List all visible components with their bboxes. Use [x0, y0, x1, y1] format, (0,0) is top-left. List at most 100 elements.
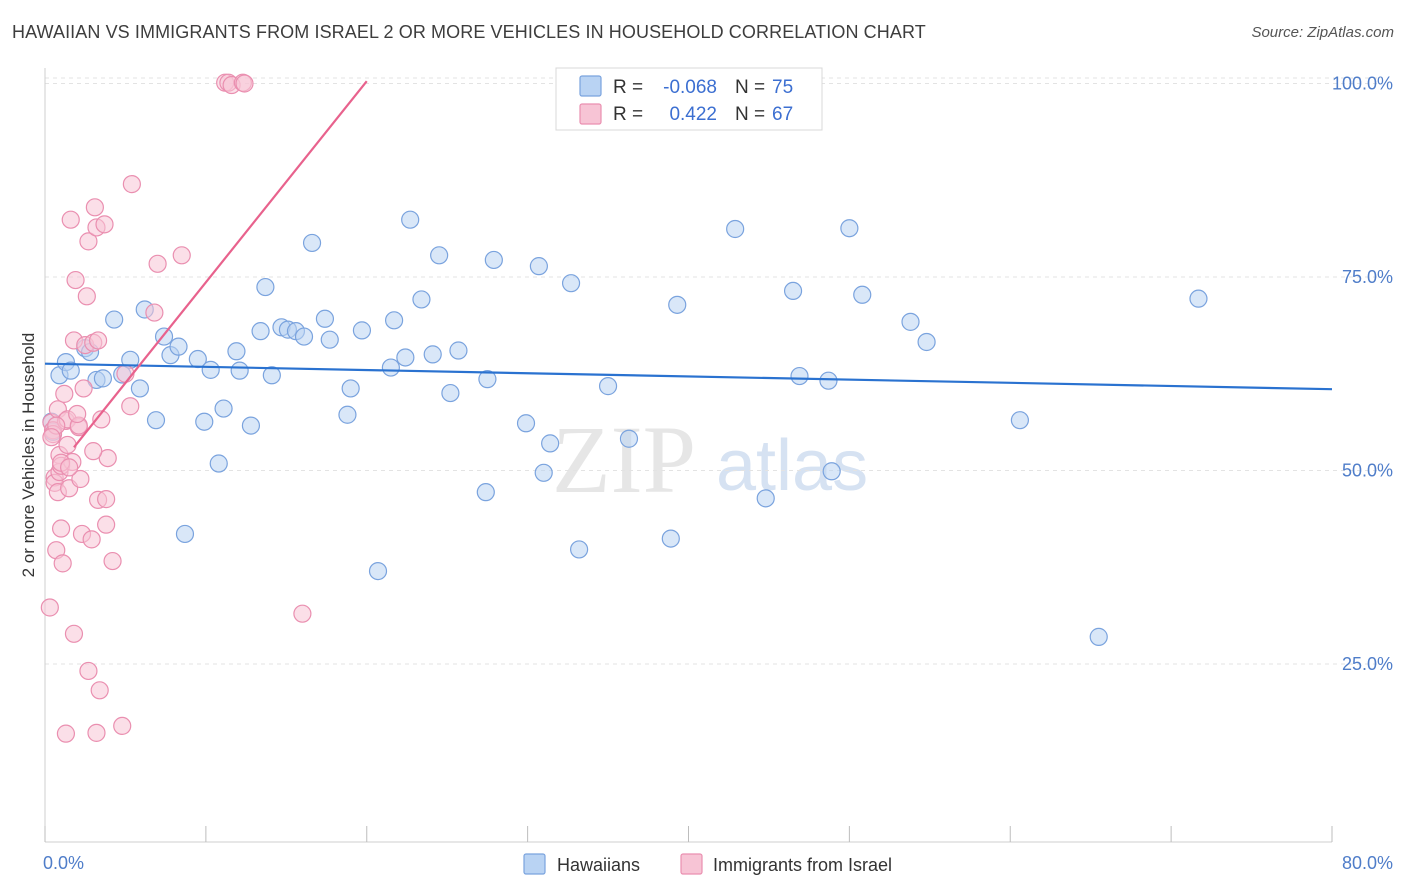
hawaiians-point	[320, 330, 339, 349]
y-tick-labels: 25.0% 50.0% 75.0% 100.0%	[1332, 73, 1393, 673]
hawaiians-point	[756, 489, 775, 508]
x-tick-label: 0.0%	[43, 853, 84, 873]
legend-swatch-israel	[579, 103, 602, 125]
hawaiians-point	[368, 561, 388, 581]
hawaiians-point	[105, 310, 124, 329]
bottom-legend-swatch-israel	[680, 853, 703, 875]
hawaiians-point	[726, 219, 745, 239]
israel-point	[87, 723, 106, 742]
hawaiians-point	[262, 366, 281, 385]
israel-point	[88, 331, 108, 350]
hawaiians-point	[819, 371, 838, 390]
hawaiians-point	[449, 341, 468, 360]
hawaiians-point	[484, 250, 503, 270]
israel-point	[172, 246, 191, 265]
hawaiians-point	[441, 383, 460, 403]
hawaiians-point	[169, 337, 188, 356]
hawaiians-point	[146, 411, 166, 430]
hawaiians-point	[478, 370, 497, 389]
israel-point	[74, 379, 93, 398]
legend-r-label-israel: R =	[613, 104, 643, 125]
hawaiians-point	[352, 321, 372, 340]
hawaiians-point	[251, 322, 270, 341]
israel-points	[40, 73, 312, 743]
israel-point	[92, 410, 111, 429]
israel-point	[148, 254, 167, 273]
y-tick-label: 75.0%	[1342, 267, 1393, 287]
israel-point	[98, 448, 117, 468]
hawaiians-point	[917, 332, 936, 352]
axes	[44, 68, 1333, 843]
y-tick-label: 50.0%	[1342, 460, 1393, 480]
legend-r-value-hawaiians: -0.068	[663, 77, 717, 98]
hawaiians-point	[570, 540, 589, 559]
israel-point	[55, 384, 74, 403]
hawaiians-point	[396, 348, 415, 367]
israel-point	[42, 428, 61, 447]
hawaiians-trend-line	[44, 362, 1333, 391]
israel-point	[51, 519, 71, 538]
hawaiians-point	[822, 462, 841, 481]
bottom-legend-swatch-hawaiians	[523, 853, 546, 875]
legend-n-value-israel: 67	[772, 104, 793, 125]
israel-point	[113, 716, 132, 736]
israel-point	[95, 215, 114, 234]
israel-point	[71, 469, 90, 489]
legend-swatch-hawaiians	[579, 75, 602, 97]
hawaiians-point	[61, 361, 80, 380]
hawaiians-point	[412, 290, 431, 309]
zipatlas-watermark: ZIP atlas	[552, 406, 868, 513]
hawaiians-point	[541, 434, 560, 453]
israel-point	[235, 74, 254, 93]
hawaiians-point	[668, 295, 687, 314]
israel-point	[58, 435, 77, 455]
hawaiians-point	[227, 342, 246, 361]
hawaiians-point	[430, 246, 449, 265]
hawaiians-point	[241, 416, 261, 435]
hawaiians-point	[598, 377, 618, 396]
hawaiians-point	[256, 277, 275, 297]
israel-point	[40, 598, 59, 617]
legend-n-label-hawaiians: N =	[735, 77, 765, 98]
hawaiians-point	[1189, 289, 1208, 308]
hawaiians-point	[341, 379, 360, 398]
chart-title: HAWAIIAN VS IMMIGRANTS FROM ISRAEL 2 OR …	[12, 22, 926, 42]
israel-point	[79, 661, 98, 681]
israel-point	[122, 175, 141, 194]
hawaiians-point	[209, 454, 228, 473]
series-legend: Hawaiians Immigrants from Israel	[523, 853, 892, 875]
israel-trend-line	[73, 80, 368, 448]
bottom-legend-label-hawaiians: Hawaiians	[557, 855, 640, 875]
hawaiians-point	[130, 379, 150, 398]
hawaiians-point	[315, 309, 335, 328]
hawaiians-point	[1010, 411, 1030, 430]
hawaiians-point	[790, 366, 809, 386]
hawaiians-point	[1089, 627, 1108, 646]
israel-point	[77, 287, 96, 306]
hawaiians-point	[294, 327, 314, 346]
hawaiians-point	[230, 361, 249, 380]
hawaiians-point	[175, 524, 195, 544]
hawaiians-point	[201, 360, 220, 379]
hawaiians-point	[534, 463, 553, 482]
bottom-legend-label-israel: Immigrants from Israel	[713, 855, 892, 875]
legend-n-label-israel: N =	[735, 104, 765, 125]
israel-point	[293, 604, 312, 623]
hawaiians-point	[561, 274, 581, 293]
israel-point	[97, 515, 116, 534]
israel-point	[60, 458, 79, 477]
israel-point	[90, 681, 109, 700]
israel-point	[66, 270, 85, 290]
hawaiians-point	[840, 219, 859, 238]
hawaiians-point	[384, 311, 404, 330]
y-tick-label: 100.0%	[1332, 73, 1393, 93]
watermark-atlas: atlas	[716, 426, 868, 506]
hawaiians-point	[195, 412, 214, 431]
y-axis-label: 2 or more Vehicles in Household	[19, 333, 38, 578]
hawaiians-point	[619, 429, 639, 448]
watermark-zip: ZIP	[552, 406, 696, 513]
legend-r-label-hawaiians: R =	[613, 77, 643, 98]
hawaiians-point	[93, 369, 113, 388]
hawaiians-point	[516, 414, 536, 433]
